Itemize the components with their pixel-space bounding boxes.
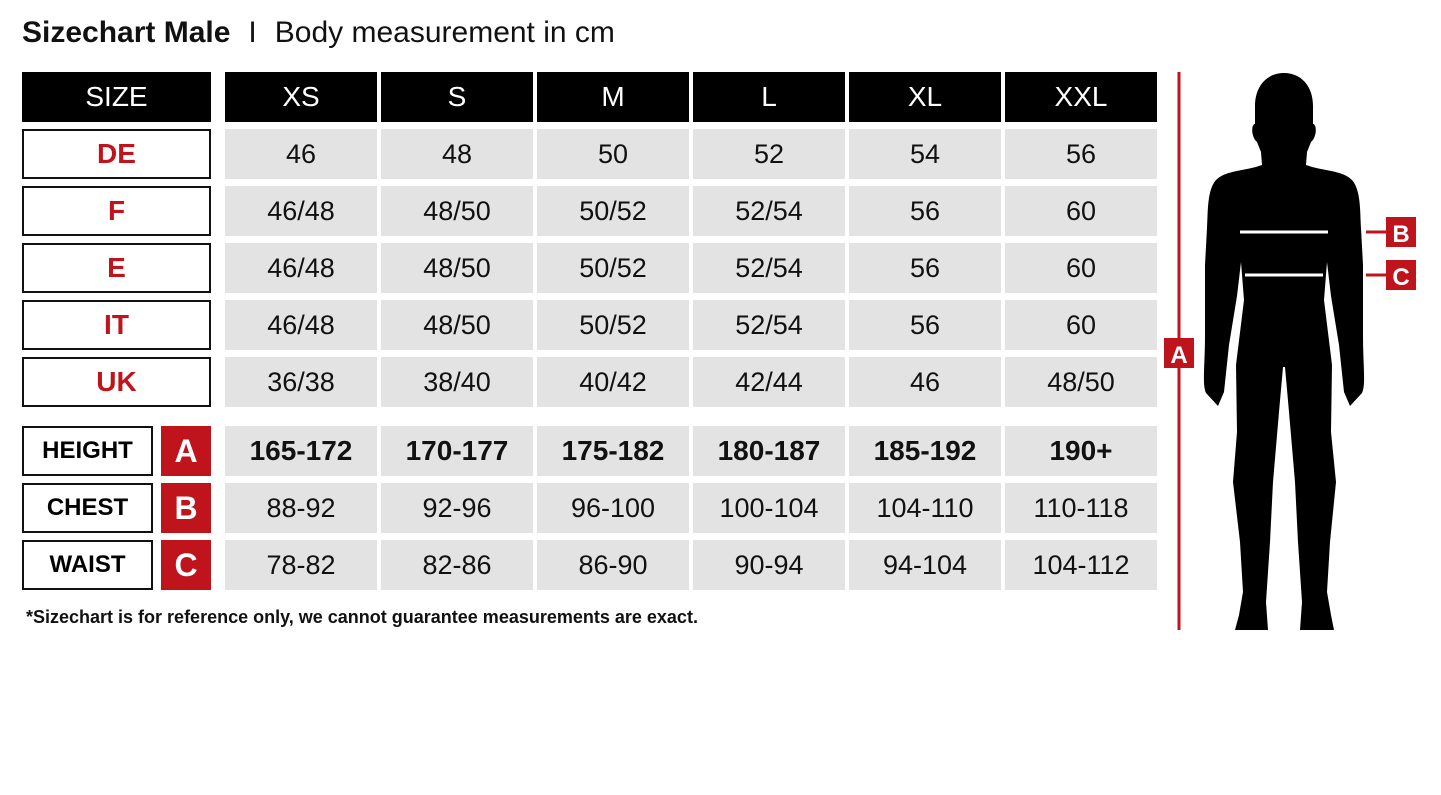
table-cell: 50/52 <box>537 186 689 236</box>
table-cell: 46/48 <box>225 186 377 236</box>
table-cell: 52 <box>693 129 845 179</box>
region-label: F <box>22 186 211 236</box>
table-cell: 90-94 <box>693 540 845 590</box>
measurement-label: CHEST <box>22 483 153 533</box>
table-cell: 52/54 <box>693 243 845 293</box>
table-cell: 42/44 <box>693 357 845 407</box>
table-cell: 50/52 <box>537 300 689 350</box>
page-title: Sizechart Male I Body measurement in cm <box>22 16 615 50</box>
table-cell: 82-86 <box>381 540 533 590</box>
table-cell: 88-92 <box>225 483 377 533</box>
size-column-header: XXL <box>1005 72 1157 122</box>
chest-marker-badge <box>1386 217 1416 247</box>
table-cell: 175-182 <box>537 426 689 476</box>
measurement-label: WAIST <box>22 540 153 590</box>
table-cell: 48/50 <box>381 243 533 293</box>
table-cell: 56 <box>849 300 1001 350</box>
size-column-header: XL <box>849 72 1001 122</box>
measurement-badge: C <box>161 540 211 590</box>
table-cell: 185-192 <box>849 426 1001 476</box>
table-cell: 46 <box>225 129 377 179</box>
table-cell: 38/40 <box>381 357 533 407</box>
title-separator: I <box>248 16 257 49</box>
measurement-badge: A <box>161 426 211 476</box>
region-label: E <box>22 243 211 293</box>
table-cell: 48 <box>381 129 533 179</box>
chest-marker-label: B <box>1392 221 1409 248</box>
size-column-header: XS <box>225 72 377 122</box>
table-cell: 190+ <box>1005 426 1157 476</box>
footnote: *Sizechart is for reference only, we can… <box>26 607 698 627</box>
table-cell: 110-118 <box>1005 483 1157 533</box>
table-cell: 40/42 <box>537 357 689 407</box>
size-header: SIZE <box>22 72 211 122</box>
table-cell: 96-100 <box>537 483 689 533</box>
table-cell: 50 <box>537 129 689 179</box>
table-cell: 92-96 <box>381 483 533 533</box>
table-cell: 170-177 <box>381 426 533 476</box>
table-cell: 104-112 <box>1005 540 1157 590</box>
table-cell: 46 <box>849 357 1001 407</box>
table-cell: 60 <box>1005 300 1157 350</box>
table-cell: 56 <box>849 243 1001 293</box>
title-subtitle: Body measurement in cm <box>274 16 615 49</box>
table-cell: 48/50 <box>1005 357 1157 407</box>
table-cell: 165-172 <box>225 426 377 476</box>
table-cell: 60 <box>1005 186 1157 236</box>
table-cell: 48/50 <box>381 186 533 236</box>
region-label: UK <box>22 357 211 407</box>
table-cell: 56 <box>1005 129 1157 179</box>
table-cell: 52/54 <box>693 186 845 236</box>
table-cell: 54 <box>849 129 1001 179</box>
region-label: IT <box>22 300 211 350</box>
table-cell: 56 <box>849 186 1001 236</box>
height-marker-label: A <box>1170 342 1187 369</box>
table-cell: 104-110 <box>849 483 1001 533</box>
man-silhouette-icon <box>1203 73 1365 630</box>
table-cell: 86-90 <box>537 540 689 590</box>
size-column-header: L <box>693 72 845 122</box>
region-label: DE <box>22 129 211 179</box>
table-cell: 180-187 <box>693 426 845 476</box>
table-cell: 100-104 <box>693 483 845 533</box>
table-cell: 50/52 <box>537 243 689 293</box>
table-cell: 60 <box>1005 243 1157 293</box>
waist-marker-badge <box>1386 260 1416 290</box>
table-cell: 78-82 <box>225 540 377 590</box>
table-cell: 94-104 <box>849 540 1001 590</box>
waist-marker-label: C <box>1392 264 1409 291</box>
table-cell: 48/50 <box>381 300 533 350</box>
size-column-header: S <box>381 72 533 122</box>
table-cell: 46/48 <box>225 243 377 293</box>
height-marker-badge <box>1164 338 1194 368</box>
measurement-label: HEIGHT <box>22 426 153 476</box>
measurement-badge: B <box>161 483 211 533</box>
table-cell: 52/54 <box>693 300 845 350</box>
size-column-header: M <box>537 72 689 122</box>
title-main: Sizechart Male <box>22 16 231 49</box>
table-cell: 46/48 <box>225 300 377 350</box>
table-cell: 36/38 <box>225 357 377 407</box>
